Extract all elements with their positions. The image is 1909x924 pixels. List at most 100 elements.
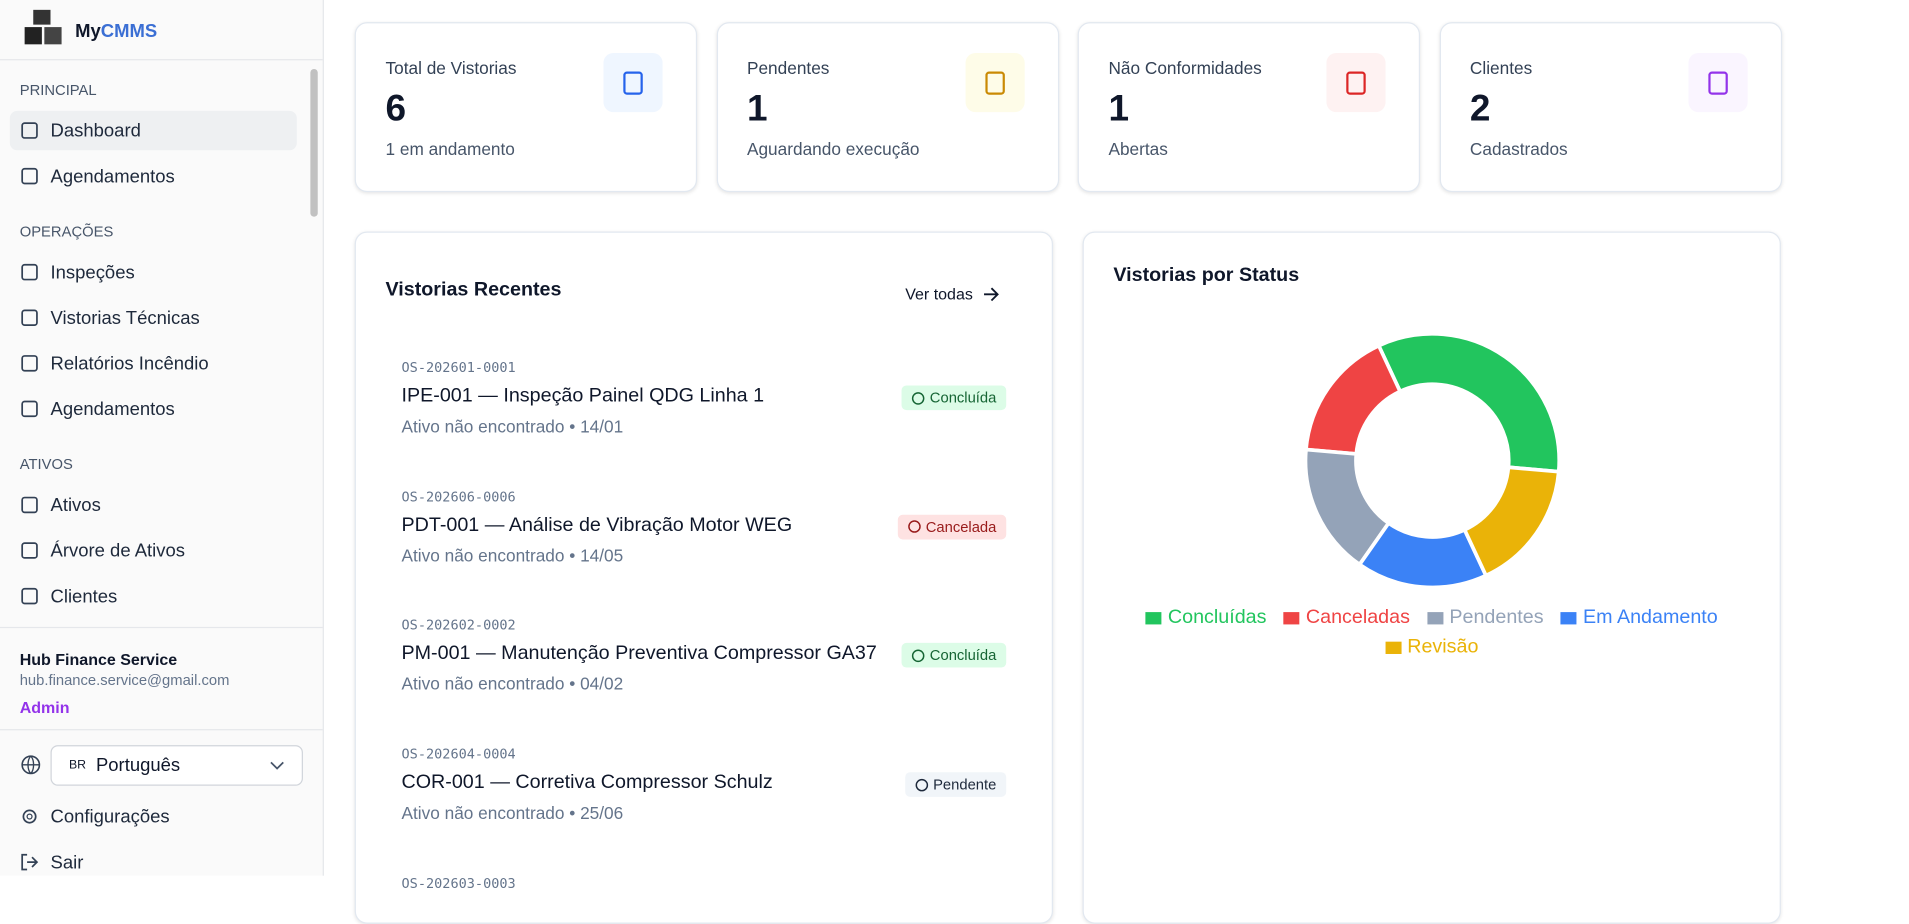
item-code: OS-202603-0003 [401, 875, 516, 892]
nav-item[interactable]: Clientes [10, 576, 297, 615]
legend-swatch [1145, 612, 1162, 625]
stat-icon [1326, 52, 1386, 113]
user-email: hub.finance.service@gmail.com [19, 671, 230, 689]
item-title: IPE-001 — Inspeção Painel QDG Linha 1 [401, 385, 765, 407]
item-code: OS-202601-0001 [401, 359, 516, 376]
icon [21, 355, 38, 372]
logo [24, 9, 62, 45]
nav-item[interactable]: Vistorias Técnicas [10, 298, 297, 337]
scrollbar [310, 68, 318, 217]
status-badge: Pendente [904, 772, 1007, 797]
legend-label: Revisão [1407, 636, 1479, 658]
item-code: OS-202604-0004 [401, 746, 516, 763]
label: Agendamentos [50, 165, 175, 187]
label: Sair [50, 851, 84, 873]
status-label: Pendente [933, 776, 997, 794]
item-title: PM-001 — Manutenção Preventiva Compresso… [401, 643, 877, 665]
brand-prefix: My [75, 20, 101, 42]
label: Inspeções [50, 261, 135, 283]
item-code: OS-202606-0006 [401, 488, 516, 505]
nav-item[interactable]: Inspeções [10, 252, 297, 291]
stat-label: Pendentes [746, 57, 830, 78]
icon [21, 309, 38, 327]
nav-item[interactable]: Agendamentos [10, 156, 297, 195]
icon [21, 542, 38, 559]
status-badge: Concluída [901, 643, 1007, 669]
stat-card: Clientes 2 Cadastrados [1439, 22, 1782, 193]
stat-note: 1 em andamento [385, 139, 515, 159]
divider [0, 626, 323, 629]
item-sub: Ativo não encontrado • 04/02 [401, 674, 624, 694]
stat-icon [964, 52, 1025, 113]
status-icon [911, 649, 925, 662]
language-select[interactable]: BR Português [50, 745, 303, 786]
stat-icon [603, 52, 663, 113]
label: Configurações [50, 806, 170, 828]
nav: PRINCIPAL Dashboard Agendamentos OPERAÇÕES I… [0, 62, 308, 626]
nav-item[interactable]: Relatórios Incêndio [10, 344, 297, 383]
see-all[interactable]: Ver todas [905, 284, 1000, 303]
globe-icon [21, 755, 41, 775]
stat-note: Aguardando execução [746, 139, 920, 159]
nav-item[interactable]: Dashboard [9, 110, 297, 151]
stat-icon [1687, 52, 1748, 113]
link-label: Ver todas [905, 284, 973, 303]
icon [21, 587, 38, 605]
icon [22, 809, 37, 824]
nav-item[interactable]: Agendamentos [10, 389, 297, 428]
nav-item[interactable]: Árvore de Ativos [10, 531, 297, 570]
stat-value: 1 [746, 88, 768, 130]
nav-item[interactable]: Ativos [10, 485, 297, 524]
nav-item[interactable]: Sair [10, 842, 297, 881]
stat-label: Não Conformidades [1108, 57, 1262, 78]
stat-label: Clientes [1469, 57, 1533, 78]
label: Relatórios Incêndio [50, 352, 209, 374]
icon [1707, 71, 1728, 95]
chart-title: Vistorias por Status [1113, 264, 1300, 286]
icon [21, 167, 38, 185]
app: MyCMMS PRINCIPAL Dashboard Agendamentos OPE… [0, 0, 1782, 924]
label: Vistorias Técnicas [50, 307, 200, 329]
label: Clientes [50, 585, 118, 607]
legend-entry: Revisão [1385, 637, 1478, 659]
sidebar: MyCMMS PRINCIPAL Dashboard Agendamentos OPE… [0, 0, 324, 876]
icon [21, 122, 38, 139]
status-label: Cancelada [925, 518, 997, 536]
label: Agendamentos [50, 398, 175, 420]
legend-label: Em Andamento [1583, 607, 1718, 629]
user-name: Hub Finance Service [19, 650, 178, 669]
chevron [270, 761, 284, 770]
arrow [983, 286, 999, 301]
icon [623, 71, 643, 95]
brand: MyCMMS [75, 21, 157, 42]
label: Dashboard [50, 120, 141, 142]
item-code: OS-202602-0002 [401, 617, 516, 634]
item-sub: Ativo não encontrado • 25/06 [401, 803, 624, 823]
nav-item[interactable]: Configurações [10, 797, 297, 836]
donut-segment [1303, 343, 1403, 456]
status-label: Concluída [929, 647, 997, 665]
item-title: PDT-001 — Análise de Vibração Motor WEG [401, 514, 793, 536]
recent-panel: Vistorias Recentes Ver todas OS-202601-0… [354, 231, 1054, 924]
donut-segment [1462, 465, 1561, 579]
status-icon [911, 391, 925, 405]
legend-swatch [1385, 641, 1402, 654]
icon [21, 853, 39, 871]
legend-label: Pendentes [1449, 607, 1544, 629]
brand-suffix: CMMS [100, 20, 158, 42]
legend-entry: Canceladas [1283, 607, 1410, 629]
stat-value: 2 [1469, 88, 1491, 130]
stat-value: 6 [385, 88, 407, 130]
panel-title: Vistorias Recentes [385, 279, 562, 301]
item-sub: Ativo não encontrado • 14/01 [401, 416, 624, 436]
legend: Concluídas Canceladas Pendentes Em Andament… [1133, 607, 1730, 659]
icon [1346, 71, 1366, 95]
language-label: Português [95, 754, 181, 776]
stat-card: Total de Vistorias 6 1 em andamento [354, 22, 698, 193]
divider [0, 729, 323, 731]
item-sub: Ativo não encontrado • 14/05 [401, 545, 624, 565]
chart-panel: Vistorias por Status Concluídas Cancelada… [1082, 231, 1781, 924]
stat-label: Total de Vistorias [385, 57, 517, 78]
label: Ativos [50, 494, 101, 516]
icon [984, 71, 1005, 95]
